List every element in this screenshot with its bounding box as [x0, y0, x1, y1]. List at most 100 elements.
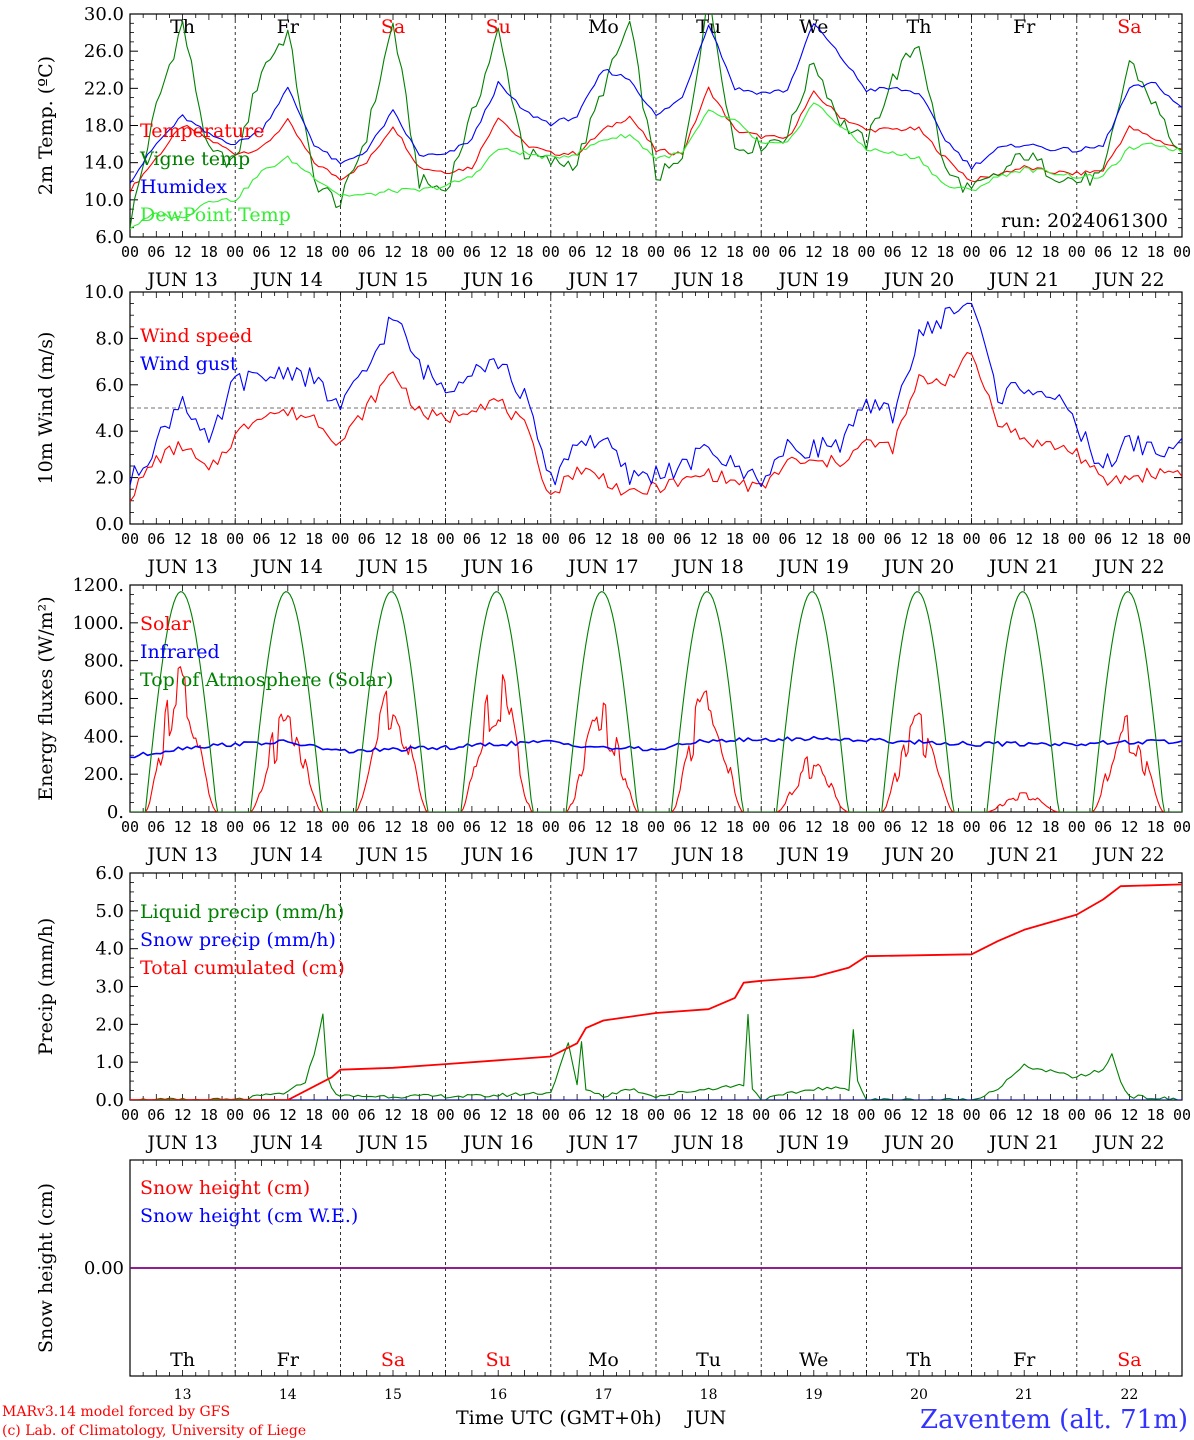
x-tick-label: 18	[1041, 530, 1059, 548]
x-tick-label: 00	[121, 818, 139, 836]
x-tick-label: 12	[489, 530, 507, 548]
date-label: JUN 19	[777, 556, 849, 578]
x-tick-label: 00	[963, 818, 981, 836]
x-tick-label: 12	[489, 243, 507, 261]
x-tick-label: 18	[1041, 818, 1059, 836]
x-tick-label: 06	[358, 818, 376, 836]
y-axis-label: Energy fluxes (W/m²)	[35, 596, 57, 800]
x-tick-label: 18	[831, 243, 849, 261]
x-tick-label: 12	[594, 243, 612, 261]
x-tick-label: 00	[1173, 530, 1191, 548]
x-tick-label: 18	[621, 818, 639, 836]
x-tick-label: 12	[279, 243, 297, 261]
weekday-label: Th	[170, 16, 195, 38]
x-tick-label: 06	[1094, 530, 1112, 548]
x-tick-label: 00	[752, 818, 770, 836]
x-tick-label: 06	[1094, 818, 1112, 836]
x-tick-label: 18	[1041, 1106, 1059, 1124]
date-label: JUN 21	[987, 844, 1059, 866]
date-label: JUN 22	[1092, 1132, 1164, 1154]
x-tick-label: 18	[936, 530, 954, 548]
x-tick-label: 06	[147, 243, 165, 261]
legend-total-cumulated-cm: Total cumulated (cm)	[140, 957, 345, 979]
x-tick-label: 18	[305, 243, 323, 261]
x-tick-label: 18	[831, 1106, 849, 1124]
x-tick-label: 06	[147, 818, 165, 836]
date-label: JUN 21	[987, 1132, 1059, 1154]
x-tick-label: 12	[174, 530, 192, 548]
y-tick-label: 2.0	[95, 1014, 124, 1035]
x-tick-label: 00	[1173, 1106, 1191, 1124]
weekday-label: Sa	[381, 16, 405, 38]
date-label: JUN 13	[145, 556, 217, 578]
legend-temperature: Temperature	[140, 120, 264, 142]
day-number-label: 17	[594, 1387, 612, 1403]
legend-dewpoint-temp: DewPoint Temp	[140, 204, 291, 226]
x-tick-label: 06	[463, 1106, 481, 1124]
y-tick-label: 800.	[84, 651, 124, 672]
legend-wind-gust: Wind gust	[140, 353, 238, 375]
x-tick-label: 00	[331, 530, 349, 548]
series-solar	[130, 666, 1182, 812]
x-tick-label: 12	[384, 530, 402, 548]
date-label: JUN 13	[145, 269, 217, 291]
y-axis-label: 2m Temp. (ºC)	[35, 56, 57, 195]
x-tick-label: 18	[1147, 530, 1165, 548]
x-tick-label: 00	[331, 243, 349, 261]
date-label: JUN 16	[461, 556, 533, 578]
date-label: JUN 17	[566, 556, 638, 578]
x-tick-label: 00	[437, 1106, 455, 1124]
x-tick-label: 00	[1068, 818, 1086, 836]
date-label: JUN 22	[1092, 844, 1164, 866]
x-tick-label: 18	[1147, 243, 1165, 261]
x-tick-label: 18	[936, 818, 954, 836]
x-tick-label: 00	[542, 530, 560, 548]
x-tick-label: 18	[1041, 243, 1059, 261]
x-tick-label: 18	[200, 1106, 218, 1124]
x-tick-label: 06	[989, 243, 1007, 261]
x-tick-label: 06	[463, 243, 481, 261]
date-label: JUN 19	[777, 844, 849, 866]
x-tick-label: 00	[331, 818, 349, 836]
x-tick-label: 12	[910, 818, 928, 836]
legend-vigne-temp: Vigne temp	[139, 148, 250, 170]
date-label: JUN 20	[882, 556, 954, 578]
x-tick-label: 12	[279, 1106, 297, 1124]
y-tick-label: 1000.	[72, 613, 124, 634]
weekday-label: Sa	[381, 1349, 405, 1371]
model-credit: MARv3.14 model forced by GFS	[2, 1404, 230, 1420]
x-tick-label: 06	[252, 1106, 270, 1124]
date-label: JUN 15	[356, 556, 428, 578]
date-label: JUN 17	[566, 1132, 638, 1154]
weekday-label: We	[799, 1349, 828, 1371]
y-tick-label: 5.0	[95, 901, 124, 922]
y-tick-label: 2.0	[95, 468, 124, 489]
x-tick-label: 12	[594, 530, 612, 548]
x-tick-label: 00	[542, 1106, 560, 1124]
energy-flux-panel: 0. 200. 400. 600. 800. 1000. 1200. Energy fluxe…	[35, 575, 1191, 866]
date-label: JUN 16	[461, 1132, 533, 1154]
y-tick-label: 1200.	[72, 575, 124, 596]
y-tick-label: 0.0	[95, 1090, 124, 1111]
day-number-label: 15	[384, 1387, 402, 1403]
x-tick-label: 06	[463, 818, 481, 836]
y-axis-label: 10m Wind (m/s)	[35, 332, 57, 485]
series-liquid-precip-mm-h	[130, 1013, 1182, 1100]
x-tick-label: 12	[174, 1106, 192, 1124]
series-infrared	[130, 735, 1182, 759]
x-tick-label: 12	[1120, 243, 1138, 261]
y-tick-label: 0.00	[84, 1258, 124, 1279]
footer: MARv3.14 model forced by GFS (c) Lab. of…	[2, 1404, 1188, 1439]
legend-infrared: Infrared	[140, 641, 220, 663]
lab-credit: (c) Lab. of Climatology, University of L…	[2, 1423, 306, 1439]
day-number-label: 22	[1120, 1387, 1138, 1403]
x-tick-label: 06	[673, 530, 691, 548]
series-top-of-atmosphere-solar	[130, 591, 1182, 812]
date-label: JUN 18	[671, 269, 743, 291]
x-tick-label: 00	[226, 1106, 244, 1124]
weekday-label: Mo	[588, 1349, 619, 1371]
weekday-label: Th	[170, 1349, 195, 1371]
date-label: JUN 16	[461, 844, 533, 866]
date-label: JUN 14	[251, 269, 323, 291]
